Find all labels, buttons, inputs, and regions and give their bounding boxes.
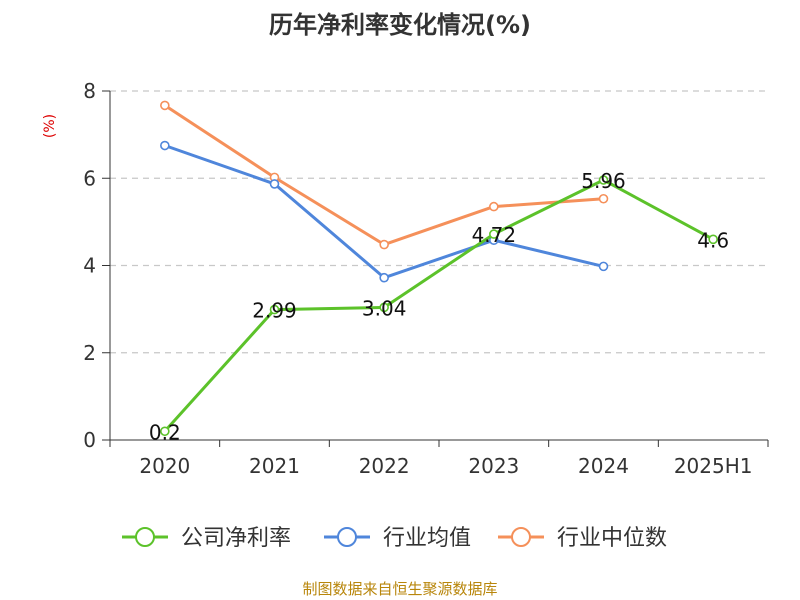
data-point — [269, 179, 280, 189]
data-point — [489, 229, 499, 239]
data-point — [160, 140, 170, 151]
legend-marker — [337, 527, 357, 547]
x-tick-label: 2025H1 — [674, 454, 753, 478]
data-label: 5.96 — [581, 169, 626, 193]
series-line — [163, 178, 714, 433]
data-point — [160, 426, 170, 437]
legend-marker — [135, 527, 155, 547]
grid — [110, 90, 768, 354]
data-label: 2.99 — [252, 299, 297, 323]
y-axis-label: (%) — [42, 114, 58, 138]
chart-title: 历年净利率变化情况(%) — [269, 11, 531, 39]
x-tick-label: 2020 — [139, 454, 190, 478]
source-note: 制图数据来自恒生聚源数据库 — [302, 580, 497, 598]
axes: 0 2 4 6 8 2020 2021 2022 2023 2024 2025H1 — [83, 79, 769, 478]
x-tick-label: 2022 — [359, 454, 410, 478]
legend: 公司净利率 行业均值 行业中位数 — [122, 526, 667, 551]
data-point — [598, 193, 609, 204]
x-tick-label: 2023 — [468, 454, 519, 478]
series — [160, 100, 718, 437]
x-tick-label: 2024 — [578, 454, 629, 478]
y-tick-label: 2 — [83, 341, 96, 365]
y-tick-label: 4 — [83, 254, 96, 278]
y-tick-label: 8 — [83, 79, 96, 103]
data-label: 0.2 — [149, 420, 181, 444]
data-point — [269, 304, 280, 315]
y-tick-label: 6 — [83, 166, 96, 190]
legend-marker — [511, 527, 531, 547]
y-tick-label: 0 — [83, 428, 96, 452]
data-point — [489, 201, 499, 212]
x-tick-label: 2021 — [249, 454, 300, 478]
data-point — [598, 261, 609, 272]
legend-label: 行业中位数 — [557, 526, 667, 551]
data-point — [379, 239, 389, 250]
data-label: 4.72 — [472, 223, 517, 247]
legend-label: 行业均值 — [383, 526, 471, 551]
data-point — [598, 175, 609, 185]
data-labels: 0.2 2.99 3.04 4.72 5.96 4.6 — [149, 169, 729, 444]
data-point — [160, 100, 170, 111]
data-point — [379, 272, 389, 283]
data-point — [379, 302, 389, 313]
data-point — [708, 234, 718, 245]
legend-label: 公司净利率 — [181, 526, 291, 551]
data-label: 4.6 — [697, 228, 729, 252]
data-label: 3.04 — [362, 296, 407, 320]
series-line — [163, 104, 604, 247]
